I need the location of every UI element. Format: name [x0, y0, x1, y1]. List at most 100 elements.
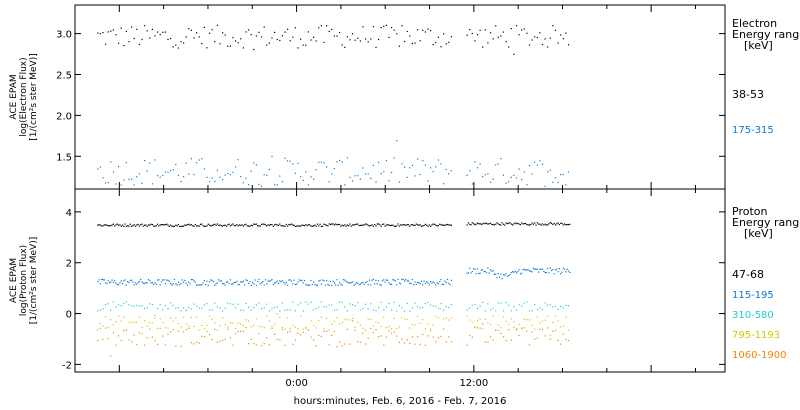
data-point: [235, 307, 236, 308]
data-point: [399, 283, 400, 284]
data-point: [126, 226, 127, 227]
data-point: [175, 164, 176, 165]
data-point: [374, 224, 375, 225]
data-point: [532, 173, 533, 174]
data-point: [485, 310, 486, 311]
data-point: [404, 41, 405, 42]
y-axis-label-line: [1/(cm²s ster MeV)]: [29, 237, 39, 324]
data-point: [480, 318, 481, 319]
data-point: [417, 29, 418, 30]
data-point: [232, 304, 233, 305]
data-point: [261, 224, 262, 225]
data-point: [256, 318, 257, 319]
data-point: [269, 43, 270, 44]
data-point: [139, 305, 140, 306]
legend-title-line: [keV]: [744, 39, 773, 52]
data-point: [396, 310, 397, 311]
data-point: [258, 32, 259, 33]
data-point: [365, 38, 366, 39]
data-point: [214, 224, 215, 225]
data-point: [487, 342, 488, 343]
data-point: [235, 40, 236, 41]
data-point: [333, 223, 334, 224]
data-point: [204, 27, 205, 28]
data-point: [529, 224, 530, 225]
data-point: [480, 306, 481, 307]
data-point: [532, 310, 533, 311]
data-point: [567, 224, 568, 225]
data-point: [317, 285, 318, 286]
data-point: [476, 273, 477, 274]
data-point: [490, 309, 491, 310]
data-point: [261, 282, 262, 283]
data-point: [178, 331, 179, 332]
data-point: [404, 280, 405, 281]
data-point: [368, 308, 369, 309]
data-point: [256, 35, 257, 36]
data-point: [115, 283, 116, 284]
data-point: [340, 284, 341, 285]
data-point: [550, 339, 551, 340]
data-point: [131, 341, 132, 342]
data-point: [526, 184, 527, 185]
data-point: [500, 327, 501, 328]
data-point: [281, 281, 282, 282]
data-point: [478, 223, 479, 224]
data-point: [314, 284, 315, 285]
data-point: [394, 332, 395, 333]
data-point: [558, 271, 559, 272]
data-point: [339, 302, 340, 303]
data-point: [106, 283, 107, 284]
data-point: [396, 225, 397, 226]
data-point: [318, 307, 319, 308]
data-point: [329, 305, 330, 306]
data-point: [370, 328, 371, 329]
data-point: [373, 332, 374, 333]
data-point: [368, 338, 369, 339]
data-point: [282, 225, 283, 226]
data-point: [558, 43, 559, 44]
data-point: [391, 225, 392, 226]
data-point: [270, 280, 271, 281]
data-point: [183, 176, 184, 177]
data-point: [248, 343, 249, 344]
data-point: [128, 226, 129, 227]
data-point: [277, 184, 278, 185]
data-point: [396, 336, 397, 337]
data-point: [308, 285, 309, 286]
data-point: [305, 327, 306, 328]
data-point: [112, 280, 113, 281]
data-point: [515, 222, 516, 223]
data-point: [123, 317, 124, 318]
data-point: [266, 337, 267, 338]
data-point: [558, 222, 559, 223]
data-point: [292, 302, 293, 303]
data-point: [469, 268, 470, 269]
data-point: [396, 328, 397, 329]
data-point: [265, 224, 266, 225]
data-point: [188, 174, 189, 175]
data-point: [329, 31, 330, 32]
data-point: [110, 31, 111, 32]
data-point: [498, 302, 499, 303]
data-point: [295, 339, 296, 340]
data-point: [438, 283, 439, 284]
data-point: [109, 225, 110, 226]
data-point: [243, 325, 244, 326]
data-point: [351, 226, 352, 227]
data-point: [387, 224, 388, 225]
data-point: [545, 38, 546, 39]
data-point: [545, 302, 546, 303]
data-point: [123, 226, 124, 227]
data-point: [115, 34, 116, 35]
data-point: [131, 280, 132, 281]
data-point: [102, 339, 103, 340]
data-point: [264, 27, 265, 28]
data-point: [201, 224, 202, 225]
data-point: [552, 25, 553, 26]
data-point: [554, 273, 555, 274]
x-axis-label: hours:minutes, Feb. 6, 2016 - Feb. 7, 20…: [294, 396, 507, 407]
data-point: [520, 224, 521, 225]
data-point: [162, 309, 163, 310]
data-point: [427, 302, 428, 303]
